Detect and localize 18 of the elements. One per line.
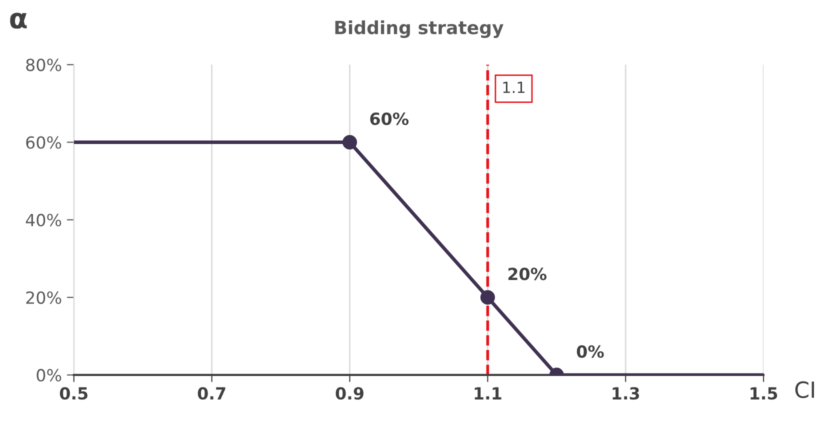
chart-title: Bidding strategy (335, 20, 504, 38)
x-tick-label: 1.3 (612, 387, 640, 400)
y-tick-label: 20% (26, 291, 62, 304)
x-tick-label: 0.5 (60, 387, 88, 400)
y-tick-label: 40% (26, 214, 62, 226)
data-label: 60% (370, 112, 409, 126)
data-label: 20% (508, 268, 546, 280)
data-label: 0% (576, 345, 604, 358)
x-axis-title: CI (795, 381, 814, 398)
y-tick-label: 0% (36, 368, 62, 382)
y-tick-label: 80% (26, 58, 62, 72)
x-tick-label: 0.9 (336, 387, 364, 400)
ref-line-label: 1.1 (503, 82, 524, 93)
y-tick-label: 60% (26, 136, 62, 149)
x-tick-label: 1.1 (474, 387, 502, 400)
y-axis-title: α (10, 12, 27, 29)
x-tick-label: 1.5 (750, 387, 778, 400)
x-tick-label: 0.7 (198, 387, 226, 400)
